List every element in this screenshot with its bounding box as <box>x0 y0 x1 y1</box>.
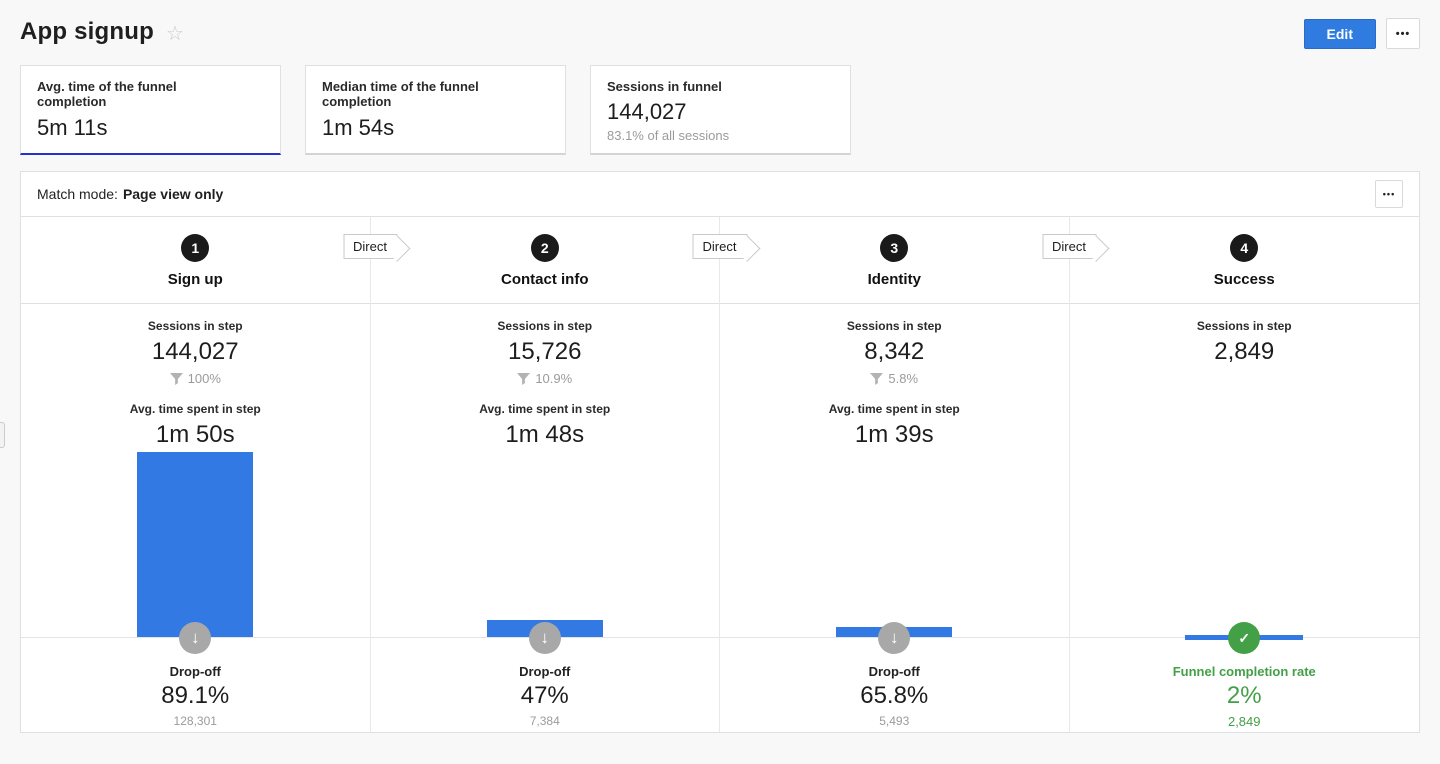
sessions-in-step-value: 8,342 <box>864 338 925 365</box>
step-footer: ✓ Funnel completion rate 2% 2,849 <box>1069 622 1419 732</box>
completion-check-icon[interactable]: ✓ <box>1228 622 1261 654</box>
left-edge-handle[interactable] <box>0 422 5 448</box>
filter-funnel-icon <box>517 372 531 385</box>
step-number-badge: 1 <box>181 234 210 262</box>
card-label: Avg. time of the funnel completion <box>37 79 177 110</box>
connector-label: Direct <box>1052 239 1086 254</box>
funnel-step-identity: 3 Identity Sessions in step 8,342 5.8% A… <box>720 217 1070 732</box>
avg-time-value: 1m 39s <box>854 420 934 448</box>
drop-off-label: Drop-off <box>169 664 221 679</box>
completion-rate-label: Funnel completion rate <box>1172 664 1316 679</box>
avg-time-label: Avg. time spent in step <box>828 401 960 416</box>
drop-off-count: 128,301 <box>173 714 217 728</box>
funnel-more-options-button[interactable]: ••• <box>1375 180 1403 208</box>
card-avg-funnel-time[interactable]: Avg. time of the funnel completion 5m 11… <box>20 65 281 155</box>
step-body: Sessions in step 8,342 5.8% Avg. time sp… <box>720 304 1069 637</box>
connector-tag-direct-3[interactable]: Direct <box>1042 234 1097 259</box>
more-options-button[interactable]: ••• <box>1386 18 1420 49</box>
connector-tag-direct-2[interactable]: Direct <box>692 234 748 259</box>
step-footer: ↓ Drop-off 65.8% 5,493 <box>720 622 1069 732</box>
step-footer: ↓ Drop-off 89.1% 128,301 <box>21 622 370 732</box>
sessions-in-step-label: Sessions in step <box>497 319 593 333</box>
step-name: Success <box>1213 271 1275 288</box>
favorite-star-icon[interactable]: ☆ <box>165 22 184 45</box>
sessions-in-step-label: Sessions in step <box>147 319 243 333</box>
connector-label: Direct <box>702 239 737 254</box>
step-number-badge: 2 <box>530 234 559 262</box>
drop-off-label: Drop-off <box>868 664 920 679</box>
drop-off-percent: 47% <box>520 682 569 709</box>
step-header[interactable]: 1 Sign up <box>21 217 370 304</box>
sessions-percent: 100% <box>169 371 221 386</box>
avg-time-label: Avg. time spent in step <box>129 401 261 416</box>
step-number-badge: 4 <box>1230 234 1259 262</box>
card-value: 5m 11s <box>37 114 108 140</box>
drop-off-count: 7,384 <box>529 714 560 728</box>
connector-tag-direct-1[interactable]: Direct <box>343 234 398 259</box>
sessions-in-step-value: 2,849 <box>1214 338 1275 365</box>
drop-off-arrow-icon[interactable]: ↓ <box>878 622 911 654</box>
sessions-percent: 5.8% <box>870 371 918 386</box>
funnel-panel: Match mode: Page view only ••• Direct Di… <box>20 171 1420 733</box>
card-median-funnel-time[interactable]: Median time of the funnel completion 1m … <box>305 65 566 155</box>
card-sessions-in-funnel[interactable]: Sessions in funnel 144,027 83.1% of all … <box>590 65 851 155</box>
avg-time-value: 1m 48s <box>505 420 585 448</box>
avg-time-value: 1m 50s <box>155 420 235 448</box>
drop-off-percent: 65.8% <box>860 682 929 709</box>
step-body: Sessions in step 15,726 10.9% Avg. time … <box>371 304 720 637</box>
step-header[interactable]: 3 Identity <box>720 217 1069 304</box>
drop-off-count: 5,493 <box>879 714 910 728</box>
match-mode-bar: Match mode: Page view only ••• <box>21 172 1419 217</box>
funnel-steps: Direct Direct Direct 1 Sign up Sessions … <box>21 217 1419 732</box>
summary-cards-row: Avg. time of the funnel completion 5m 11… <box>20 65 1420 155</box>
funnel-step-sign-up: 1 Sign up Sessions in step 144,027 100% … <box>21 217 371 732</box>
step-footer: ↓ Drop-off 47% 7,384 <box>370 622 719 732</box>
completion-rate-percent: 2% <box>1226 682 1262 709</box>
sessions-in-step-value: 15,726 <box>508 338 582 365</box>
drop-off-label: Drop-off <box>519 664 571 679</box>
page-title: App signup <box>20 18 154 45</box>
completion-rate-count: 2,849 <box>1227 714 1261 729</box>
edit-button[interactable]: Edit <box>1303 18 1376 49</box>
sessions-in-step-label: Sessions in step <box>846 319 942 333</box>
step-body: Sessions in step 144,027 100% Avg. time … <box>21 304 370 637</box>
connector-label: Direct <box>353 239 387 254</box>
step-header[interactable]: 4 Success <box>1069 217 1419 304</box>
step-sessions-bar[interactable] <box>137 452 254 637</box>
step-body: Sessions in step 2,849 <box>1070 304 1420 637</box>
top-header: App signup ☆ Edit ••• <box>0 0 1440 49</box>
avg-time-label: Avg. time spent in step <box>479 401 611 416</box>
match-mode-prefix: Match mode: <box>37 186 118 202</box>
step-number-badge: 3 <box>880 234 909 262</box>
card-value: 1m 54s <box>322 114 395 140</box>
sessions-in-step-label: Sessions in step <box>1196 319 1292 333</box>
filter-funnel-icon <box>870 372 884 385</box>
match-mode-value: Page view only <box>122 186 224 202</box>
funnel-step-contact-info: 2 Contact info Sessions in step 15,726 1… <box>370 217 720 732</box>
sessions-percent-value: 5.8% <box>888 371 919 386</box>
funnel-step-success: 4 Success Sessions in step 2,849 ✓ Funne… <box>1069 217 1420 732</box>
sessions-in-step-value: 144,027 <box>151 338 239 365</box>
sessions-percent-value: 100% <box>187 371 221 386</box>
sessions-percent: 10.9% <box>517 371 572 386</box>
drop-off-percent: 89.1% <box>161 682 230 709</box>
sessions-percent-value: 10.9% <box>535 371 573 386</box>
step-name: Contact info <box>501 271 589 288</box>
step-name: Identity <box>867 271 921 288</box>
drop-off-arrow-icon[interactable]: ↓ <box>528 622 561 654</box>
drop-off-arrow-icon[interactable]: ↓ <box>179 622 212 654</box>
step-header[interactable]: 2 Contact info <box>370 217 719 304</box>
card-value: 144,027 <box>607 99 687 125</box>
card-label: Sessions in funnel <box>607 79 722 94</box>
card-subtext: 83.1% of all sessions <box>607 128 730 144</box>
filter-funnel-icon <box>169 372 183 385</box>
card-label: Median time of the funnel completion <box>322 79 479 110</box>
step-name: Sign up <box>167 271 223 288</box>
